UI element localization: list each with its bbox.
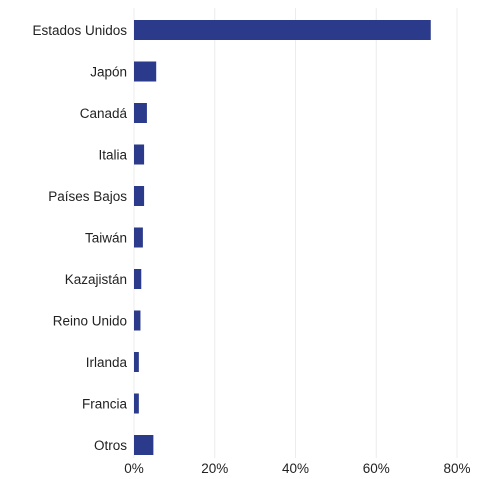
x-tick-label: 40% <box>282 461 309 476</box>
bar <box>134 227 143 248</box>
category-label: Francia <box>82 397 128 412</box>
x-tick-label: 80% <box>443 461 470 476</box>
x-tick-label: 20% <box>201 461 228 476</box>
category-label: Reino Unido <box>53 314 127 329</box>
category-label: Estados Unidos <box>32 23 127 38</box>
bar <box>134 103 147 123</box>
category-label: Japón <box>90 65 127 80</box>
bar <box>134 186 145 206</box>
bar <box>134 61 157 82</box>
bar <box>134 144 145 165</box>
bar <box>134 269 142 289</box>
category-label: Taiwán <box>85 231 127 246</box>
category-label: Otros <box>94 438 127 453</box>
category-labels: Estados Unidos Japón Canadá Italia Países Ba… <box>32 23 127 453</box>
category-label: Países Bajos <box>48 189 127 204</box>
bar <box>134 352 139 372</box>
bars <box>134 20 431 455</box>
category-label: Italia <box>98 148 127 163</box>
bar <box>134 20 431 40</box>
category-label: Canadá <box>80 106 128 121</box>
bar <box>134 435 154 455</box>
bar <box>134 310 141 331</box>
x-tick-label: 0% <box>124 461 144 476</box>
bar <box>134 393 139 414</box>
x-axis-tick-labels: 0% 20% 40% 60% 80% <box>124 461 470 476</box>
category-label: Kazajistán <box>65 272 127 287</box>
category-label: Irlanda <box>86 355 128 370</box>
gridlines <box>133 8 458 458</box>
x-tick-label: 60% <box>363 461 390 476</box>
